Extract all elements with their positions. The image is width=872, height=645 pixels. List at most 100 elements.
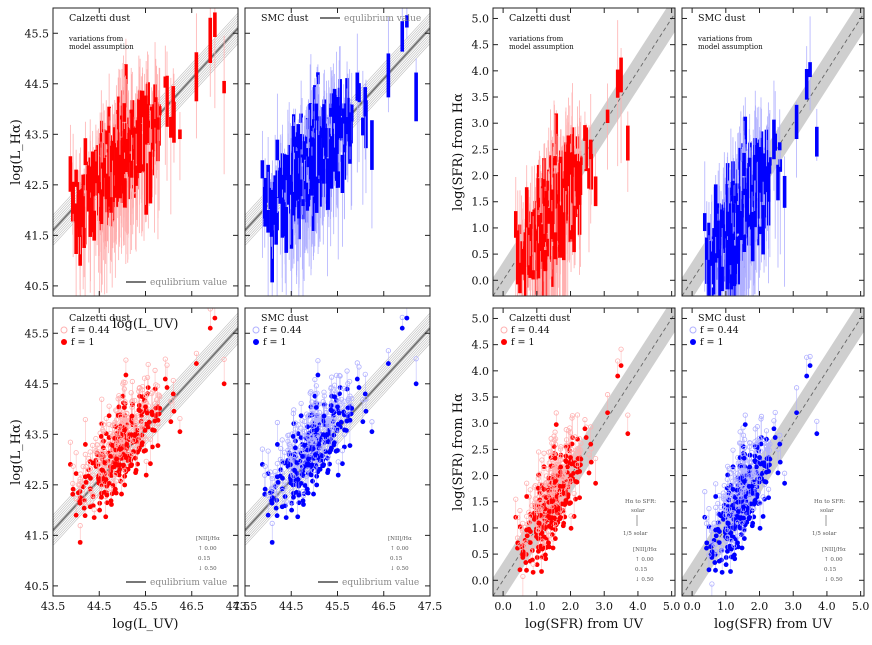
nii-value: ↓ 0.50 [198,566,217,572]
data-mark [739,210,743,241]
data-mark [593,176,598,207]
data-mark [743,116,748,151]
filled-point [336,410,342,416]
filled-point [82,513,88,519]
data-mark [163,76,168,88]
y-tick-label: 43.5 [25,128,50,141]
filled-point [369,429,375,435]
data-mark [92,210,96,241]
filled-point [275,479,281,485]
filled-point [517,567,523,573]
y-tick-label: 1.0 [472,522,490,535]
equilibrium-label: equlibrium value [344,14,421,24]
data-mark [108,145,113,193]
data-mark [301,199,305,207]
filled-point [331,440,337,446]
filled-point [290,482,296,488]
data-mark [110,140,115,161]
data-mark [302,141,307,160]
y-axis-label: log(L_Hα) [9,119,24,185]
data-mark [332,88,337,124]
plot-area [53,308,238,546]
filled-point [552,479,558,484]
filled-point [577,495,582,501]
filled-point [123,469,129,475]
filled-point [133,467,139,473]
filled-point [112,486,118,492]
data-mark [577,161,582,205]
data-mark [321,158,326,184]
filled-point [310,478,315,484]
data-mark [626,125,630,161]
data-mark [88,166,93,218]
filled-point [615,373,621,379]
filled-point [291,494,296,500]
filled-point [319,453,325,459]
data-mark [725,239,730,290]
legend-label: f = 0.44 [511,325,550,336]
filled-point [524,533,530,539]
hatch-line [53,325,238,528]
y-tick-label: 43.5 [25,428,50,441]
data-mark [130,109,134,138]
data-mark [527,227,531,236]
data-mark [589,153,594,190]
filled-point [553,422,559,427]
legend-open-marker [252,326,260,334]
nii-value: ↑ 0.00 [635,556,654,563]
data-mark [125,138,129,163]
data-mark [126,167,130,177]
filled-point [549,499,555,504]
y-tick-label: 2.0 [472,470,490,483]
data-mark [536,243,541,279]
data-mark [363,87,368,117]
data-mark [153,118,157,128]
data-mark [341,108,346,124]
filled-point [588,441,594,447]
data-mark [82,196,86,248]
filled-point [541,486,547,492]
filled-point [293,460,299,465]
data-mark [134,165,138,186]
filled-point [573,479,579,484]
filled-point [104,500,110,506]
data-mark [137,140,142,174]
filled-point [155,443,161,449]
legend-open-marker [60,326,68,334]
data-mark [143,95,148,145]
nii-label: [NII]/Hα [388,536,412,542]
data-mark [530,211,534,229]
hatch-line [245,315,430,518]
filled-point [549,515,555,521]
filled-point [289,507,295,513]
filled-point [164,385,170,390]
data-mark [551,236,555,287]
data-mark [316,72,320,85]
data-mark [563,151,568,191]
filled-point [300,498,306,504]
data-mark [707,259,711,296]
data-mark [538,197,542,208]
panel-title: SMC dust [261,313,309,324]
data-mark [297,188,301,219]
filled-point [143,472,149,478]
filled-point [83,479,89,485]
data-mark [579,157,583,166]
filled-point [117,446,123,452]
data-mark [83,138,88,166]
x-axis-label: log(L_UV) [113,617,179,632]
filled-point [262,486,268,492]
filled-point [168,419,174,425]
filled-point [539,546,545,552]
data-mark [521,295,525,296]
filled-point [274,513,280,519]
data-mark [573,154,577,192]
filled-point [117,462,123,468]
y-tick-label: 3.0 [472,117,490,130]
data-mark [299,133,303,150]
data-mark [548,208,552,250]
filled-point [298,480,304,486]
data-mark [111,156,115,203]
data-mark [165,75,169,127]
data-mark [122,123,127,153]
